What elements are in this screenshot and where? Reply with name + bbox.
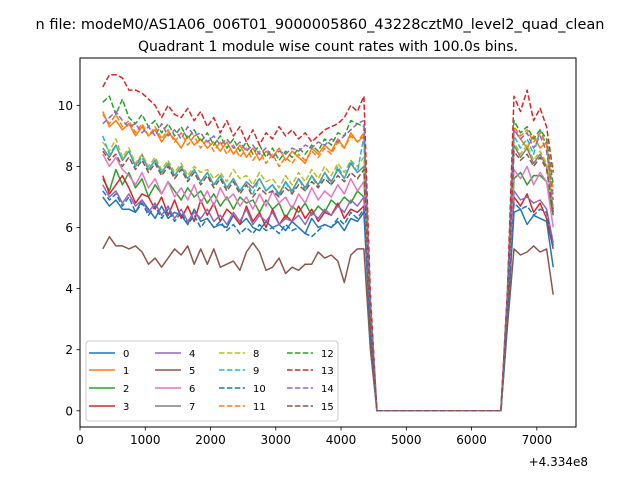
legend-box [85, 340, 339, 422]
legend-label-0: 0 [123, 349, 129, 360]
y-tick-label: 10 [58, 99, 73, 113]
x-offset-label: +4.334e8 [529, 455, 588, 469]
series-line-15 [102, 150, 554, 412]
legend-label-11: 11 [253, 402, 266, 413]
legend-label-9: 9 [253, 366, 259, 377]
series-line-14 [102, 110, 554, 412]
series-layer [102, 74, 554, 412]
legend-label-4: 4 [189, 349, 195, 360]
y-tick-label: 6 [65, 221, 73, 235]
y-tick-label: 8 [65, 160, 73, 174]
legend-label-5: 5 [189, 366, 195, 377]
x-tick-label: 2000 [195, 433, 226, 447]
x-tick-label: 0 [76, 433, 84, 447]
x-tick-label: 4000 [326, 433, 357, 447]
legend-label-14: 14 [321, 384, 334, 395]
x-tick-label: 6000 [456, 433, 487, 447]
legend-label-10: 10 [253, 384, 266, 395]
legend-label-15: 15 [321, 402, 334, 413]
legend-label-7: 7 [189, 402, 195, 413]
x-tick-label: 7000 [522, 433, 553, 447]
y-tick-label: 0 [65, 404, 73, 418]
chart-title: Quadrant 1 module wise count rates with … [138, 39, 518, 55]
x-tick-label: 5000 [391, 433, 422, 447]
legend-label-2: 2 [123, 384, 129, 395]
series-line-12 [102, 95, 554, 412]
y-tick-label: 2 [65, 343, 73, 357]
x-tick-label: 1000 [130, 433, 161, 447]
y-axis: 0 2 4 6 8 10 [58, 99, 80, 418]
legend-label-3: 3 [123, 402, 129, 413]
plot-frame [79, 57, 577, 428]
figure-suptitle: n file: modeM0/AS1A06_006T01_9000005860_… [36, 17, 605, 33]
x-axis: 0 1000 2000 3000 4000 5000 6000 7000 [76, 427, 552, 447]
legend-label-12: 12 [321, 349, 334, 360]
legend-label-1: 1 [123, 366, 129, 377]
legend-label-13: 13 [321, 366, 334, 377]
x-tick-label: 3000 [261, 433, 292, 447]
legend-label-8: 8 [253, 349, 259, 360]
y-tick-label: 4 [65, 282, 73, 296]
series-line-11 [102, 113, 554, 412]
legend-label-6: 6 [189, 384, 195, 395]
